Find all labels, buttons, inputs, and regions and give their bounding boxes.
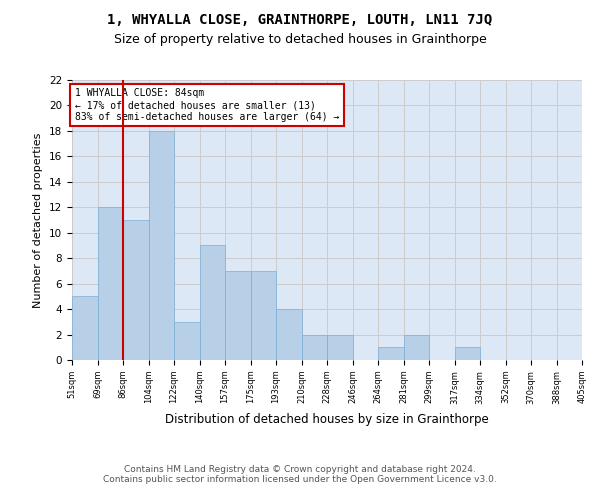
Bar [302, 334, 327, 360]
Text: Size of property relative to detached houses in Grainthorpe: Size of property relative to detached ho… [113, 32, 487, 46]
Bar [174, 322, 199, 360]
Bar [327, 334, 353, 360]
Bar [276, 309, 302, 360]
Bar [455, 348, 480, 360]
Bar [251, 271, 276, 360]
Bar [123, 220, 149, 360]
Bar [149, 131, 174, 360]
Bar [404, 334, 429, 360]
Bar [199, 246, 225, 360]
Y-axis label: Number of detached properties: Number of detached properties [34, 132, 43, 308]
Bar [72, 296, 97, 360]
Bar [225, 271, 251, 360]
Text: 1, WHYALLA CLOSE, GRAINTHORPE, LOUTH, LN11 7JQ: 1, WHYALLA CLOSE, GRAINTHORPE, LOUTH, LN… [107, 12, 493, 26]
Bar [97, 208, 123, 360]
Text: Contains HM Land Registry data © Crown copyright and database right 2024.
Contai: Contains HM Land Registry data © Crown c… [103, 465, 497, 484]
Text: Distribution of detached houses by size in Grainthorpe: Distribution of detached houses by size … [165, 412, 489, 426]
Text: 1 WHYALLA CLOSE: 84sqm
← 17% of detached houses are smaller (13)
83% of semi-det: 1 WHYALLA CLOSE: 84sqm ← 17% of detached… [74, 88, 339, 122]
Bar [378, 348, 404, 360]
